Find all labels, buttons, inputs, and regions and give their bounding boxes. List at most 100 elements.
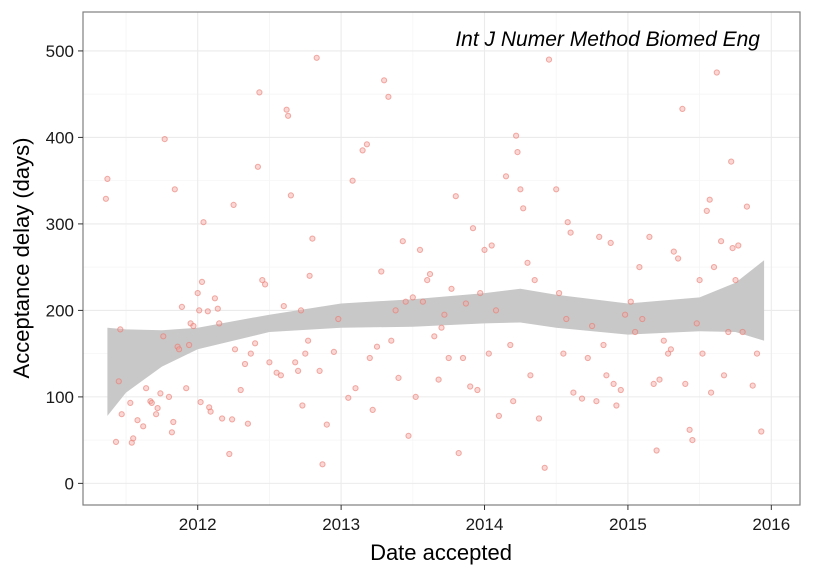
data-point [378, 268, 385, 275]
x-tick-label: 2012 [179, 515, 217, 534]
data-point [198, 278, 206, 285]
data-point [405, 432, 412, 439]
data-point [117, 326, 124, 333]
data-point [438, 324, 445, 331]
data-point [165, 393, 173, 400]
data-point [495, 412, 502, 419]
data-point [732, 277, 739, 284]
data-point [514, 149, 521, 156]
data-point [385, 93, 392, 100]
y-axis-title: Acceptance delay (days) [9, 138, 34, 379]
data-point [280, 303, 287, 310]
y-tick-label: 100 [46, 388, 74, 407]
data-point [459, 354, 467, 362]
data-point [617, 386, 624, 394]
data-point [292, 359, 299, 366]
data-point [402, 298, 409, 305]
data-point [445, 354, 452, 362]
data-point [735, 242, 742, 249]
journal-annotation: Int J Numer Method Biomed Eng [455, 28, 760, 51]
data-point [297, 307, 305, 314]
data-point [448, 285, 455, 292]
data-point [190, 322, 197, 330]
data-point [728, 158, 735, 165]
data-point [553, 186, 560, 193]
data-point [176, 346, 183, 353]
data-point [216, 320, 223, 327]
data-point [578, 395, 586, 402]
data-point [603, 372, 610, 379]
data-point [148, 399, 155, 406]
data-point [127, 399, 134, 406]
data-point [171, 186, 178, 193]
y-tick-label: 400 [46, 128, 74, 147]
data-point [392, 307, 399, 314]
data-point [441, 311, 448, 318]
y-axis: 0 100 200 300 400 500 [46, 42, 83, 493]
data-point [474, 386, 481, 394]
data-point [112, 438, 120, 445]
data-point [259, 277, 266, 284]
data-point [211, 295, 218, 302]
data-point [285, 112, 292, 119]
data-point [160, 333, 167, 340]
data-point [161, 136, 168, 143]
data-point [183, 385, 190, 392]
data-point [295, 367, 302, 374]
data-point [197, 399, 204, 406]
data-point [196, 307, 203, 314]
data-point [168, 429, 175, 436]
data-point [153, 411, 160, 418]
data-point [699, 350, 706, 357]
data-point [517, 186, 524, 193]
data-point [610, 380, 617, 387]
x-axis-title: Date accepted [370, 540, 512, 565]
data-point [219, 415, 226, 422]
data-point [186, 341, 193, 349]
data-point [229, 416, 236, 423]
data-point [170, 418, 177, 426]
data-point [431, 333, 438, 340]
data-point [388, 337, 395, 344]
data-point [481, 246, 488, 253]
data-point [254, 163, 261, 170]
data-point [696, 277, 703, 284]
data-point [556, 290, 563, 297]
data-point [570, 389, 577, 396]
data-point [231, 346, 239, 353]
data-point [241, 360, 249, 368]
data-point [369, 406, 376, 413]
data-point [283, 106, 290, 113]
data-point [252, 340, 259, 347]
data-point [485, 350, 492, 357]
data-point [207, 408, 214, 415]
data-point [412, 393, 419, 400]
data-point [452, 193, 459, 200]
data-point [743, 203, 751, 210]
data-point [679, 105, 686, 113]
data-point [226, 450, 233, 458]
data-point [749, 382, 756, 389]
data-point [653, 447, 660, 454]
data-point [567, 229, 574, 236]
data-point [359, 147, 366, 154]
data-point [104, 175, 111, 182]
data-point [564, 219, 571, 226]
data-point [381, 77, 388, 84]
data-point [706, 196, 713, 203]
data-point [237, 386, 244, 394]
data-point [513, 132, 520, 139]
data-point [305, 337, 312, 344]
y-tick-label: 500 [46, 42, 74, 61]
data-point [247, 350, 254, 357]
y-tick-label: 200 [46, 301, 74, 320]
data-point [682, 380, 689, 387]
data-point [596, 233, 603, 240]
data-point [214, 305, 221, 312]
data-point [545, 56, 553, 63]
data-point [665, 350, 672, 357]
data-point [313, 54, 320, 61]
data-point [729, 245, 736, 252]
data-point [632, 328, 639, 336]
